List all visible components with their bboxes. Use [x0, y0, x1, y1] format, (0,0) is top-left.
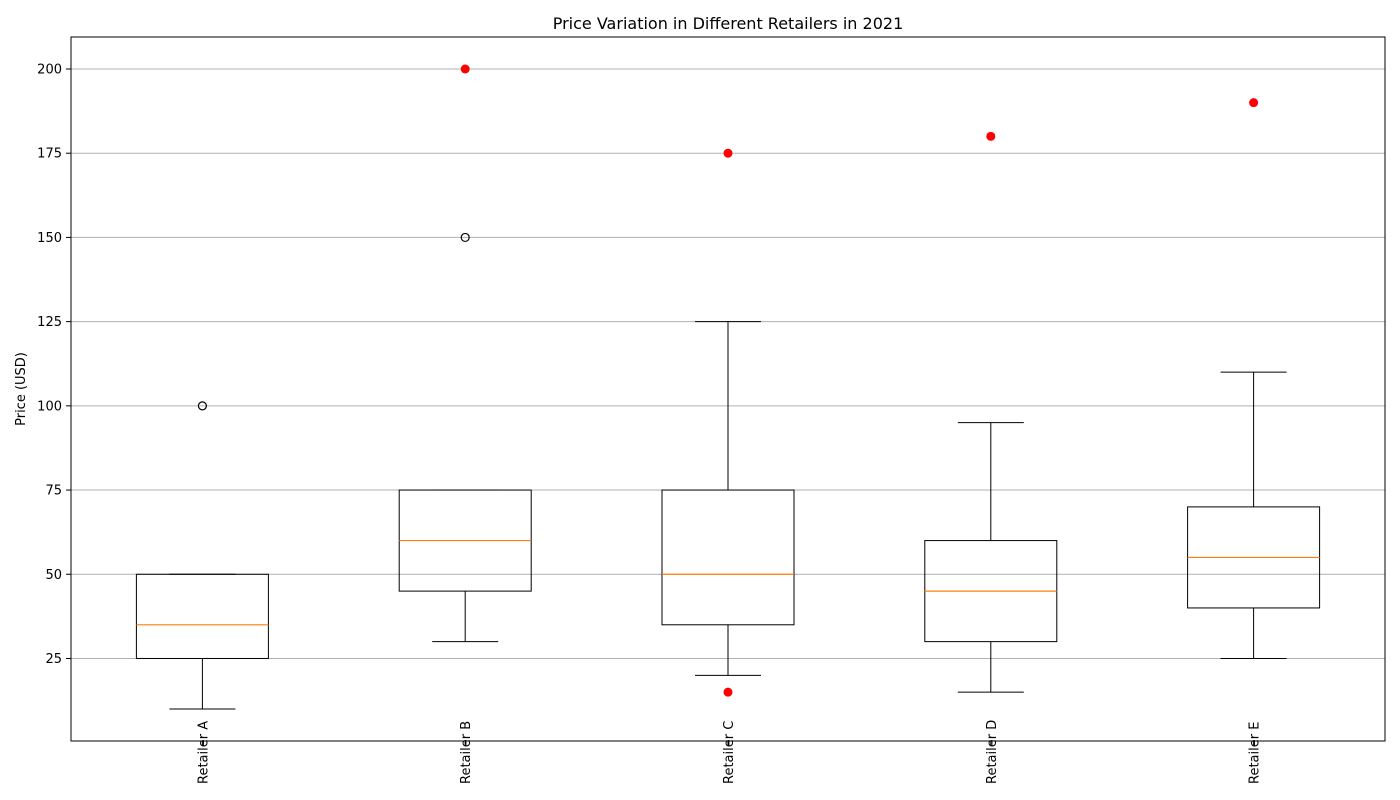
x-tick-label: Retailer C [722, 721, 737, 784]
y-tick-label: 75 [45, 484, 62, 499]
extreme-point [723, 687, 733, 697]
extreme-point [986, 131, 996, 141]
chart-title: Price Variation in Different Retailers i… [553, 14, 904, 33]
x-tick-label: Retailer B [459, 721, 474, 784]
boxes-layer [135, 321, 1321, 710]
extreme-point [1249, 98, 1259, 108]
box [661, 489, 795, 626]
y-tick-label: 50 [45, 568, 62, 583]
outlier-point [197, 401, 207, 411]
ticks-layer: 25 50 75 100 125 150 175 200 Retailer A Retailer … [37, 63, 1262, 785]
box [135, 573, 269, 659]
y-tick-label: 100 [37, 399, 62, 414]
y-tick-label: 150 [37, 231, 62, 246]
y-tick-label: 175 [37, 147, 62, 162]
y-tick-label: 125 [37, 315, 62, 330]
points-layer [197, 64, 1259, 697]
y-tick-label: 25 [45, 652, 62, 667]
outlier-point [460, 232, 470, 243]
extreme-point [460, 64, 470, 74]
extreme-point [723, 148, 733, 158]
y-axis-label: Price (USD) [14, 352, 29, 426]
x-tick-label: Retailer E [1248, 722, 1263, 784]
y-tick-label: 200 [37, 63, 62, 78]
x-tick-label: Retailer A [196, 721, 211, 784]
plot-frame [70, 36, 1386, 742]
x-tick-label: Retailer D [985, 720, 1000, 784]
